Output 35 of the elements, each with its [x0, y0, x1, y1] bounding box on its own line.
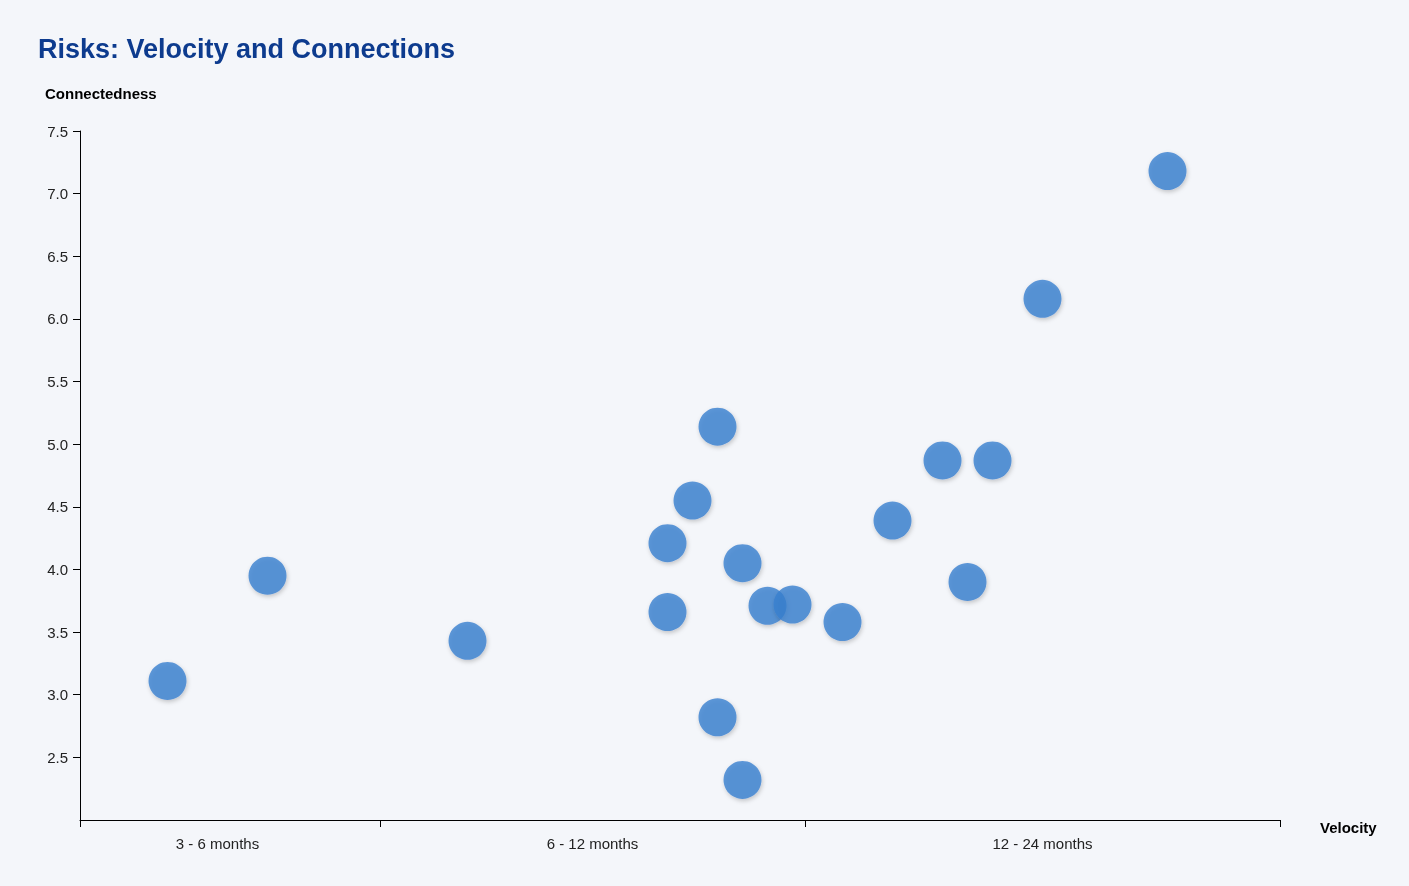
- x-tick-label: 3 - 6 months: [175, 835, 260, 852]
- y-tick-label: 6.5: [47, 247, 68, 265]
- y-tick-label: 5.0: [47, 435, 68, 453]
- y-tick-label: 3.0: [47, 686, 68, 704]
- point: [648, 593, 687, 632]
- point: [923, 441, 962, 480]
- point: [723, 760, 762, 799]
- x-tick-label: 12 - 24 months: [992, 835, 1093, 852]
- point: [973, 441, 1012, 480]
- point: [723, 544, 762, 583]
- y-tick-label: 6.0: [47, 310, 68, 328]
- y-tick-label: 7.0: [47, 185, 68, 203]
- point: [773, 585, 812, 624]
- point: [873, 501, 912, 540]
- point: [1023, 279, 1062, 318]
- point: [448, 621, 487, 660]
- point: [948, 562, 987, 601]
- y-tick-label: 4.0: [47, 560, 68, 578]
- y-tick-label: 3.5: [47, 623, 68, 641]
- point: [148, 661, 187, 700]
- y-axis-title: Connectedness: [45, 85, 157, 102]
- point: [673, 481, 712, 520]
- point: [648, 524, 687, 563]
- point: [698, 407, 737, 446]
- chart-title: Risks: Velocity and Connections: [38, 33, 456, 64]
- point: [698, 698, 737, 737]
- x-tick-label: 6 - 12 months: [546, 835, 639, 852]
- y-tick-label: 5.5: [47, 373, 68, 391]
- point: [823, 603, 862, 642]
- y-tick-label: 4.5: [47, 498, 68, 516]
- point: [248, 556, 287, 595]
- x-axis-title: Velocity: [1320, 819, 1378, 836]
- y-tick-label: 7.5: [47, 122, 68, 140]
- y-tick-label: 2.5: [47, 748, 68, 766]
- point: [1148, 152, 1187, 191]
